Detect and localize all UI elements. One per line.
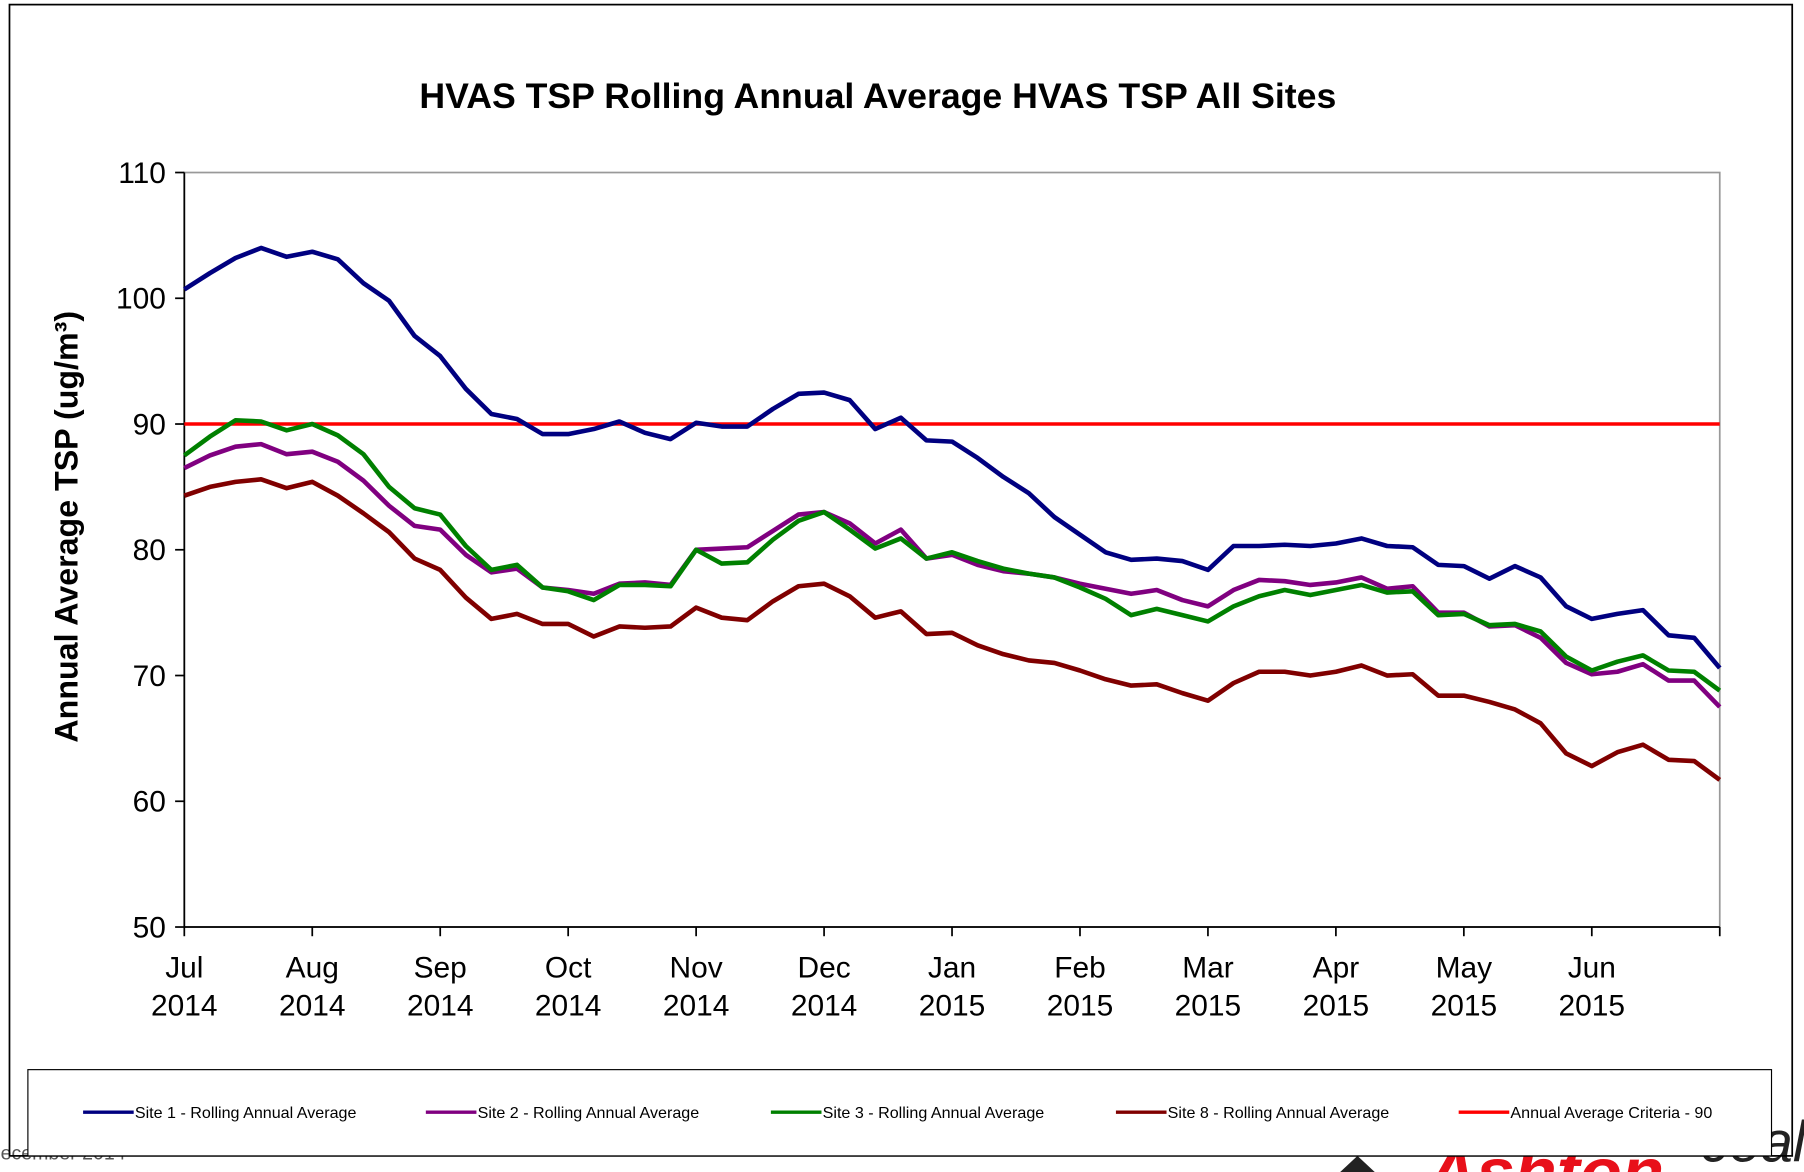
series-line — [183, 477, 1722, 782]
x-tick-label: Aug 2014 — [279, 952, 346, 1023]
legend-label: Site 1 - Rolling Annual Average — [135, 1104, 357, 1122]
x-tick-label-line: 2014 — [407, 990, 474, 1023]
x-tick-label: Oct 2014 — [535, 952, 602, 1023]
x-tick-label-line: Mar — [1182, 952, 1234, 985]
y-tick-label: 50 — [133, 911, 166, 944]
x-tick-label: Jul 2014 — [151, 952, 218, 1023]
y-axis-label: Annual Average TSP (ug/m³) — [48, 311, 84, 743]
logo-mark — [1340, 1155, 1375, 1172]
x-tick-label-line: Feb — [1054, 952, 1106, 985]
x-tick-label-line: 2014 — [791, 990, 857, 1023]
x-tick-label-line: Sep — [414, 952, 467, 985]
y-tick-label: 60 — [133, 786, 166, 819]
x-tick-label-line: Oct — [545, 952, 592, 985]
x-tick-label-line: 2014 — [663, 990, 729, 1023]
x-tick-label: Dec 2014 — [791, 952, 857, 1023]
x-tick-label: Nov 2014 — [663, 952, 729, 1023]
y-tick-label: 80 — [133, 534, 166, 567]
x-tick-label-line: Nov — [670, 952, 723, 985]
x-tick-label-line: 2015 — [919, 990, 986, 1023]
legend-label: Site 2 - Rolling Annual Average — [478, 1104, 700, 1122]
legend-label: Annual Average Criteria - 90 — [1510, 1104, 1712, 1122]
legend-label: Site 3 - Rolling Annual Average — [823, 1104, 1045, 1122]
x-tick-label-line: 2015 — [1047, 990, 1114, 1023]
y-tick-label: 90 — [133, 408, 166, 441]
x-tick-label-line: 2015 — [1175, 990, 1242, 1023]
x-tick-label-line: 2015 — [1303, 990, 1370, 1023]
x-tick-label-line: Apr — [1313, 952, 1360, 985]
x-tick-label: Feb 2015 — [1047, 952, 1114, 1023]
x-tick-label-line: 2014 — [151, 990, 218, 1023]
y-tick-label: 110 — [118, 157, 166, 190]
x-tick-label-line: Jun — [1568, 952, 1616, 985]
x-tick-label-line: Dec — [797, 952, 850, 985]
x-tick-label-line: 2015 — [1431, 990, 1498, 1023]
x-tick-label: Apr 2015 — [1303, 952, 1370, 1023]
x-tick-label-line: 2014 — [535, 990, 602, 1023]
y-tick-label: 100 — [116, 283, 166, 316]
x-tick-label-line: May — [1436, 952, 1493, 985]
x-tick-label: Jan 2015 — [919, 952, 986, 1023]
x-tick-label-line: 2014 — [279, 990, 346, 1023]
series-line — [183, 245, 1722, 670]
x-tick-label: Jun 2015 — [1559, 952, 1626, 1023]
chart-title: HVAS TSP Rolling Annual Average HVAS TSP… — [419, 76, 1336, 116]
x-tick-label-line: 2015 — [1559, 990, 1626, 1023]
x-tick-label-line: Jan — [928, 952, 976, 985]
y-tick-label: 70 — [133, 660, 166, 693]
x-tick-label-line: Aug — [286, 952, 339, 985]
legend-label: Site 8 - Rolling Annual Average — [1168, 1104, 1390, 1122]
x-tick-label: Mar 2015 — [1175, 952, 1242, 1023]
x-tick-label: Sep 2014 — [407, 952, 474, 1023]
x-tick-label-line: Jul — [165, 952, 203, 985]
x-tick-label: May 2015 — [1431, 952, 1498, 1023]
series-line — [182, 417, 1722, 693]
